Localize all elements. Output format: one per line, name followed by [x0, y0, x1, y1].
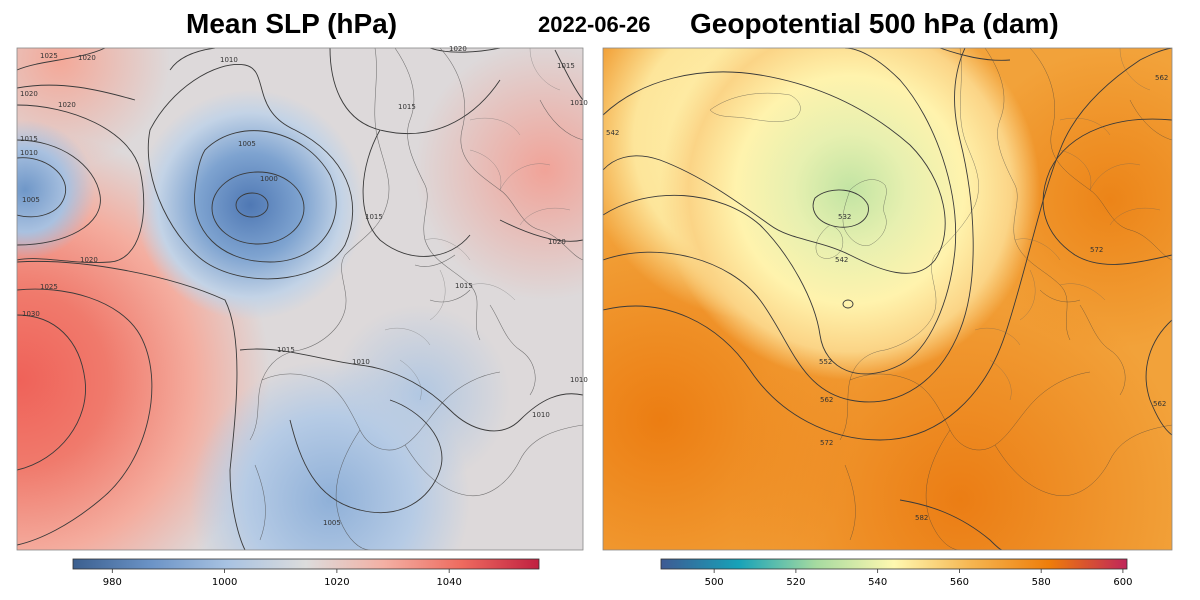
- geopotential-borders: [974, 48, 1161, 401]
- slp-panel-title: Mean SLP (hPa): [186, 8, 398, 39]
- slp-contour-label: 1020: [78, 54, 96, 62]
- slp-contour-label: 1010: [570, 376, 588, 384]
- geopotential-contour-label: 582: [915, 514, 928, 522]
- slp-map: [17, 48, 583, 550]
- geopotential-contour-label: 572: [1090, 246, 1103, 254]
- slp-colorbar-ticks: 980 1000 1020 1040: [103, 569, 462, 588]
- geopotential-contour-label: 572: [820, 439, 833, 447]
- slp-contour-label: 1020: [20, 90, 38, 98]
- slp-contour-label: 1000: [260, 175, 278, 183]
- slp-contour-label: 1020: [449, 45, 467, 53]
- slp-contour-label: 1015: [277, 346, 295, 354]
- geopotential-contour-label: 542: [606, 129, 619, 137]
- slp-colorbar-tick-label: 1040: [436, 577, 461, 588]
- geopotential-contour-labels: 542 532 542 552 562 572 572 562 562 582: [606, 74, 1168, 522]
- geopotential-contours: [603, 48, 1172, 550]
- slp-contour-label: 1010: [532, 411, 550, 419]
- geopotential-contour-label: 562: [1153, 400, 1166, 408]
- slp-contour-label: 1020: [58, 101, 76, 109]
- slp-colorbar-tick-label: 980: [103, 577, 122, 588]
- slp-contour-labels: 1025 1020 1020 1020 1015 1010 1005 1010 …: [20, 45, 588, 527]
- geopotential-contour-label: 542: [835, 256, 848, 264]
- slp-contour-label: 1020: [548, 238, 566, 246]
- slp-map-frame: [16, 47, 584, 551]
- geopotential-map: [603, 48, 1172, 550]
- geopotential-colorbar-tick-label: 560: [950, 577, 969, 588]
- slp-contour-label: 1015: [557, 62, 575, 70]
- geopotential-map-frame: [602, 47, 1173, 551]
- slp-colorbar-tick-label: 1020: [324, 577, 349, 588]
- slp-contour-label: 1005: [22, 196, 40, 204]
- slp-contour-label: 1010: [220, 56, 238, 64]
- geopotential-contour-label: 562: [1155, 74, 1168, 82]
- slp-contour-label: 1025: [40, 283, 58, 291]
- slp-contour-label: 1010: [570, 99, 588, 107]
- slp-contour-label: 1005: [323, 519, 341, 527]
- slp-contour-label: 1010: [20, 149, 38, 157]
- slp-contour-label: 1010: [352, 358, 370, 366]
- slp-contour-label: 1015: [455, 282, 473, 290]
- slp-contour-label: 1015: [365, 213, 383, 221]
- slp-borders: [384, 48, 571, 401]
- geopotential-colorbar-tick-label: 540: [868, 577, 887, 588]
- slp-isobars: [17, 48, 583, 550]
- slp-contour-label: 1005: [238, 140, 256, 148]
- slp-colorbar: [72, 558, 540, 570]
- geopotential-contour-label: 552: [819, 358, 832, 366]
- slp-coastlines: [249, 48, 583, 550]
- geopotential-panel-title: Geopotential 500 hPa (dam): [690, 8, 1059, 39]
- geopotential-colorbar-ticks: 500 520 540 560 580 600: [705, 569, 1132, 588]
- geopotential-colorbar-tick-label: 600: [1113, 577, 1132, 588]
- geopotential-colorbar-tick-label: 520: [786, 577, 805, 588]
- geopotential-coastlines: [709, 48, 1172, 550]
- map-date: 2022-06-26: [538, 12, 651, 37]
- geopotential-contour-label: 532: [838, 213, 851, 221]
- geopotential-contour-label: 562: [820, 396, 833, 404]
- geopotential-colorbar-tick-label: 580: [1032, 577, 1051, 588]
- geopotential-colorbar: [660, 558, 1128, 570]
- slp-contour-label: 1030: [22, 310, 40, 318]
- geopotential-colorbar-tick-label: 500: [705, 577, 724, 588]
- slp-colorbar-tick-label: 1000: [212, 577, 237, 588]
- slp-contour-label: 1015: [20, 135, 38, 143]
- slp-contour-label: 1020: [80, 256, 98, 264]
- slp-contour-label: 1015: [398, 103, 416, 111]
- slp-contour-label: 1025: [40, 52, 58, 60]
